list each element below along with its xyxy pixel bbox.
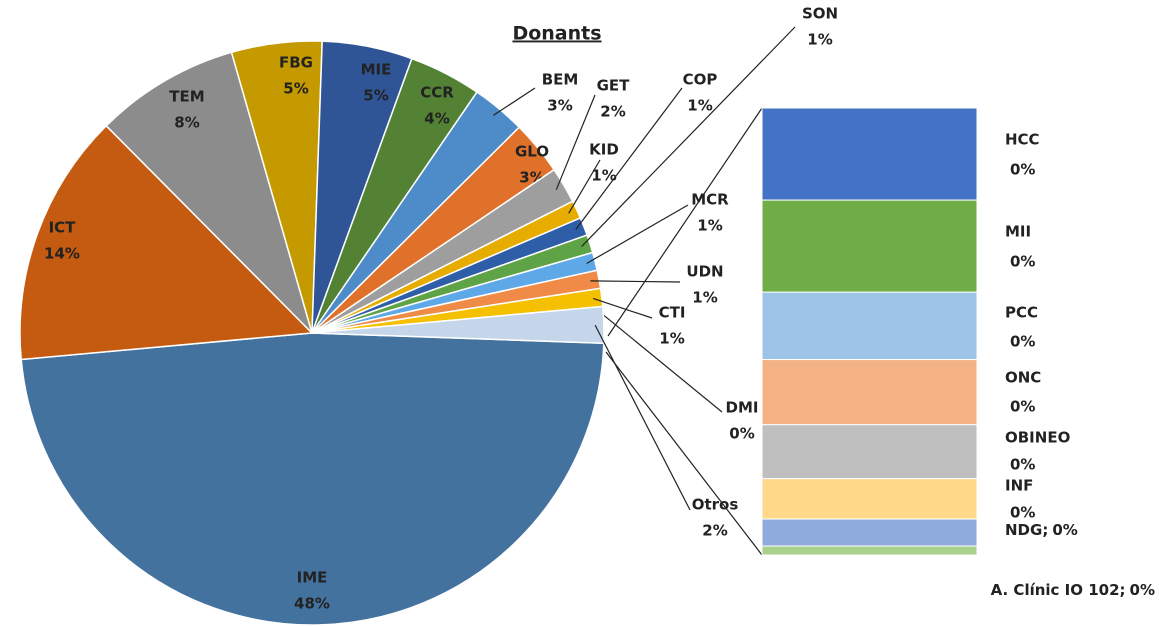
slice-label: GLO — [515, 143, 549, 161]
leader-line — [568, 159, 601, 214]
slice-label: KID — [589, 141, 619, 159]
slice-label: CTI — [659, 304, 686, 322]
slice-value: 48% — [294, 595, 330, 613]
slice-label: COP — [683, 71, 718, 89]
bar-value: 0% — [1010, 398, 1035, 416]
bar-category: NDG; — [1005, 521, 1048, 539]
slice-label: MIE — [361, 61, 392, 79]
slice-value: 1% — [591, 167, 616, 185]
slice-label: TEM — [169, 88, 204, 106]
leader-line — [586, 204, 689, 265]
slice-label: IME — [297, 569, 328, 587]
slice-value: 1% — [692, 289, 717, 307]
bar-label: NDG; 0% — [1005, 521, 1078, 539]
leader-line — [492, 87, 536, 116]
bar-value: 0% — [1052, 521, 1077, 539]
slice-value: 5% — [283, 80, 308, 98]
bar-category: PCC — [1005, 304, 1038, 322]
leader-line — [590, 280, 681, 283]
bar-category: HCC — [1005, 131, 1040, 149]
slice-value: 1% — [807, 31, 832, 49]
bar-label: A. Clínic IO 102; 0% — [991, 581, 1155, 599]
leader-line — [594, 324, 691, 511]
pie-slice — [20, 332, 605, 626]
bar-segment — [761, 545, 978, 556]
slice-label: UDN — [686, 263, 723, 281]
bar-value: 0% — [1010, 504, 1035, 522]
slice-label: MCR — [691, 191, 729, 209]
bar-segment — [761, 359, 978, 426]
bar-value: 0% — [1010, 456, 1035, 474]
slice-label: BEM — [542, 71, 579, 89]
leader-line — [593, 306, 723, 413]
slice-label: GET — [597, 77, 631, 95]
bar-segment — [761, 107, 978, 201]
slice-value: 1% — [659, 330, 684, 348]
bar-category: MII — [1005, 223, 1031, 241]
bar-category: INF — [1005, 477, 1033, 495]
slice-label: FBG — [279, 54, 313, 72]
slice-label: CCR — [420, 84, 454, 102]
leader-line — [592, 297, 653, 319]
slice-label: SON — [802, 5, 838, 23]
connector — [607, 107, 763, 337]
slice-value: 4% — [424, 110, 449, 128]
chart-title: Donants — [512, 23, 601, 45]
bar-segment — [761, 424, 978, 480]
slice-value: 1% — [697, 217, 722, 235]
bar-value: 0% — [1010, 333, 1035, 351]
slice-label: DMI — [726, 399, 759, 417]
slice-label: Otros — [692, 496, 739, 514]
slice-value: 3% — [547, 97, 572, 115]
bar-value: 0% — [1010, 253, 1035, 271]
pie-slice — [19, 124, 314, 361]
slice-value: 5% — [363, 87, 388, 105]
leader-line — [555, 94, 596, 190]
bar-category: ONC — [1005, 369, 1041, 387]
slice-value: 2% — [702, 522, 727, 540]
bar-category: A. Clínic IO 102; — [991, 581, 1126, 599]
bar-segment — [761, 291, 978, 361]
bar-segment — [761, 518, 978, 547]
bar-value: 0% — [1010, 161, 1035, 179]
bar-value: 0% — [1130, 581, 1155, 599]
bar-category: OBINEO — [1005, 429, 1070, 447]
slice-value: 0% — [729, 425, 754, 443]
slice-value: 1% — [687, 97, 712, 115]
slice-label: ICT — [49, 219, 77, 237]
connector — [605, 351, 763, 556]
slice-value: 14% — [44, 245, 80, 263]
leader-line — [581, 26, 796, 247]
bar-segment — [761, 199, 978, 293]
slice-value: 2% — [600, 103, 625, 121]
slice-value: 8% — [174, 114, 199, 132]
bar-segment — [761, 478, 978, 520]
pie-slice — [105, 51, 313, 334]
leader-line — [575, 87, 683, 231]
